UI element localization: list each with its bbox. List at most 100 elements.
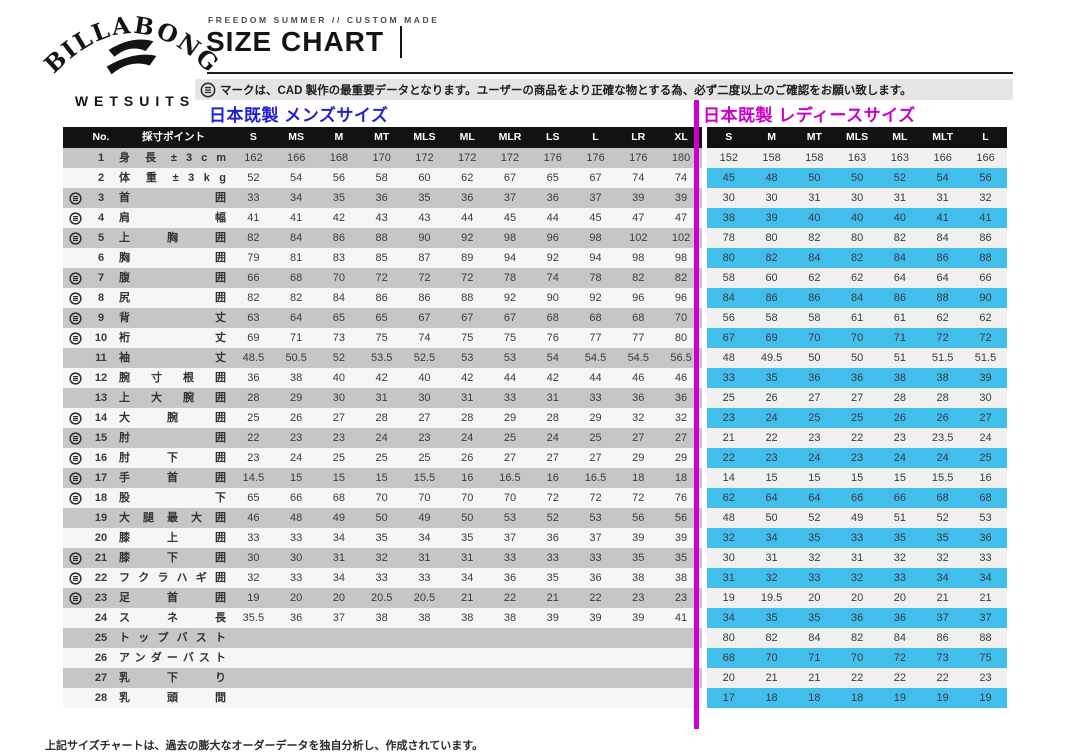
womens-size-value: 48 xyxy=(707,508,751,528)
womens-size-value: 21 xyxy=(707,428,751,448)
womens-column-header: MLT xyxy=(921,127,965,148)
mens-size-value: 53 xyxy=(488,508,532,528)
mens-size-value: 166 xyxy=(274,148,318,168)
womens-size-value: 21 xyxy=(792,668,836,688)
mens-size-value: 48.5 xyxy=(232,348,275,368)
mark-cell-empty xyxy=(63,168,87,188)
mens-size-value xyxy=(659,648,703,668)
mens-size-value: 86 xyxy=(403,288,446,308)
mens-size-value: 52 xyxy=(531,508,575,528)
mens-size-value: 34 xyxy=(274,188,318,208)
mens-size-value: 65 xyxy=(531,168,575,188)
mens-size-value: 33 xyxy=(488,388,532,408)
measure-point-label: ス ネ 長 xyxy=(115,608,232,628)
mens-size-value: 52 xyxy=(317,348,361,368)
cad-mark-icon xyxy=(68,591,82,605)
mens-size-value: 92 xyxy=(445,228,489,248)
mens-size-value: 98 xyxy=(616,248,660,268)
mens-column-header: S xyxy=(232,127,275,148)
mens-size-value: 32 xyxy=(360,548,404,568)
mens-size-value: 88 xyxy=(445,288,489,308)
womens-size-value: 34 xyxy=(750,528,793,548)
womens-size-value: 32 xyxy=(835,568,879,588)
womens-size-value: 40 xyxy=(835,208,879,228)
womens-size-value: 54 xyxy=(921,168,965,188)
mens-size-value xyxy=(531,628,575,648)
mens-size-value xyxy=(403,688,446,708)
womens-size-value: 51.5 xyxy=(964,348,1007,368)
womens-size-value: 48 xyxy=(750,168,793,188)
table-row: 22 フクラハギ囲 32 33 34 33 33 34 36 35 36 38 38 31 32 33 32 33… xyxy=(63,568,1007,588)
mark-cell-empty xyxy=(63,528,87,548)
mens-size-value xyxy=(274,668,318,688)
womens-size-value: 15 xyxy=(750,468,793,488)
table-row: 16 肘 下 囲 23 24 25 25 25 26 27 27 27 29 29 22 23 24 23 24 2… xyxy=(63,448,1007,468)
row-number: 1 xyxy=(87,148,115,168)
mens-size-value: 41 xyxy=(274,208,318,228)
mens-size-value xyxy=(317,688,361,708)
mens-size-value: 26 xyxy=(445,448,489,468)
womens-size-value: 49 xyxy=(835,508,879,528)
mens-size-value xyxy=(317,648,361,668)
womens-size-value: 66 xyxy=(964,268,1007,288)
mens-size-value: 79 xyxy=(232,248,275,268)
womens-size-value: 58 xyxy=(792,308,836,328)
mens-size-value: 32 xyxy=(659,408,703,428)
cad-mark-icon xyxy=(200,82,216,97)
womens-size-value: 84 xyxy=(792,628,836,648)
cad-mark-icon xyxy=(68,451,82,465)
womens-size-value: 62 xyxy=(835,268,879,288)
cad-mark-cell xyxy=(63,588,87,608)
measure-point-label: 肩 幅 xyxy=(115,208,232,228)
mens-column-header: MS xyxy=(274,127,318,148)
womens-size-value: 31 xyxy=(921,188,965,208)
womens-size-value: 32 xyxy=(792,548,836,568)
mens-size-value xyxy=(531,668,575,688)
womens-size-value: 80 xyxy=(707,248,751,268)
womens-size-value: 70 xyxy=(792,328,836,348)
womens-section-title: 日本既製 レディースサイズ xyxy=(703,106,916,125)
womens-size-value: 26 xyxy=(750,388,793,408)
mens-size-value: 77 xyxy=(616,328,660,348)
brand-tagline: WETSUITS xyxy=(74,93,196,109)
womens-size-value: 72 xyxy=(878,648,922,668)
mens-size-value: 74 xyxy=(659,168,703,188)
womens-size-value: 80 xyxy=(750,228,793,248)
womens-size-value: 26 xyxy=(921,408,965,428)
mens-size-value: 37 xyxy=(574,188,617,208)
mens-size-value: 33 xyxy=(360,568,404,588)
womens-size-value: 86 xyxy=(921,628,965,648)
mens-size-value: 36 xyxy=(488,568,532,588)
mens-size-value: 56 xyxy=(317,168,361,188)
table-row: 27 乳 下 り 20 21 21 22 22 22 23 xyxy=(63,668,1007,688)
row-number: 4 xyxy=(87,208,115,228)
row-number: 2 xyxy=(87,168,115,188)
womens-size-value: 20 xyxy=(707,668,751,688)
womens-size-value: 22 xyxy=(707,448,751,468)
mark-cell-empty xyxy=(63,388,87,408)
womens-size-value: 70 xyxy=(750,648,793,668)
mens-size-value: 75 xyxy=(488,328,532,348)
cad-mark-icon xyxy=(68,571,82,585)
cad-mark-cell xyxy=(63,568,87,588)
womens-size-value: 82 xyxy=(750,628,793,648)
mens-size-value: 94 xyxy=(488,248,532,268)
womens-size-value: 18 xyxy=(792,688,836,708)
womens-column-header: ML xyxy=(878,127,922,148)
mens-size-value: 98 xyxy=(488,228,532,248)
mens-size-value: 35 xyxy=(445,528,489,548)
mens-size-value: 28 xyxy=(360,408,404,428)
womens-size-value: 68 xyxy=(964,488,1007,508)
mens-size-value: 68 xyxy=(616,308,660,328)
mens-size-value: 34 xyxy=(317,528,361,548)
mens-size-value: 45 xyxy=(488,208,532,228)
mens-size-value: 82 xyxy=(616,268,660,288)
measure-point-label: 尻 囲 xyxy=(115,288,232,308)
womens-size-value: 15 xyxy=(835,468,879,488)
mens-size-value xyxy=(574,628,617,648)
womens-size-value: 88 xyxy=(964,248,1007,268)
mens-column-header: XL xyxy=(659,127,703,148)
mens-size-value: 25 xyxy=(574,428,617,448)
